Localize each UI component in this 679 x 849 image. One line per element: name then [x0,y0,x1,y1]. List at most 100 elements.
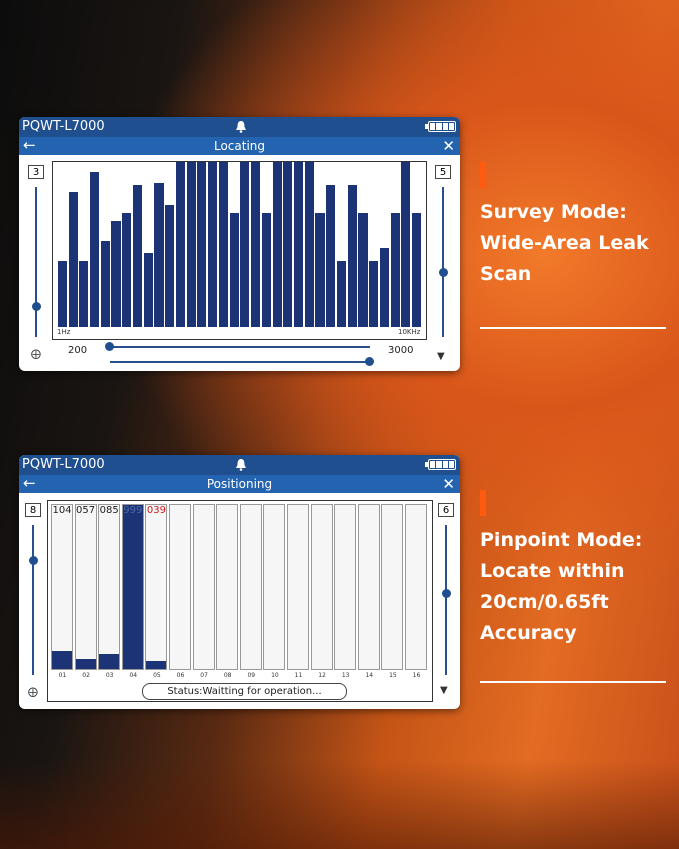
range-low-value: 200 [68,345,88,356]
channel-column-02: 057 [74,504,97,670]
battery-icon [425,121,456,132]
status-text: Status:Waitting for operation... [142,683,347,700]
pinpoint-divider [480,681,666,683]
right-slider-value: 5 [435,165,451,179]
survey-line-3: Scan [480,263,532,285]
spectrum-bar [197,162,207,327]
freq-max-label: 10KHz [398,328,421,336]
spectrum-bar [293,162,304,327]
close-icon[interactable]: ✕ [442,137,455,155]
spectrum-bar [390,213,400,327]
spectrum-bar [100,241,110,327]
spectrum-bar [412,213,422,327]
spectrum-bar [347,185,357,327]
spectrum-bar [283,162,293,327]
background-band [0,760,679,849]
left-slider-knob[interactable] [32,302,41,311]
spectrum-bar [229,213,239,327]
title-bar: ← Positioning ✕ [19,475,460,493]
channel-column-09 [239,504,262,670]
mute-headphone-icon: ▼ [440,685,448,696]
low-range-knob[interactable] [105,342,114,351]
channel-level-bar [99,654,120,669]
spectrum-bar [111,221,121,327]
left-slider-value: 8 [25,503,41,517]
title-bar: ← Locating ✕ [19,137,460,155]
pinpoint-accent-bar [480,490,486,516]
channel-level-bar [75,659,96,669]
channel-label: 04 [129,672,138,679]
spectrum-bar [240,162,250,327]
channel-column-11 [287,504,309,670]
channel-column-13 [334,504,357,670]
channel-label: 03 [105,672,114,679]
freq-min-label: 1Hz [57,328,71,336]
left-slider-knob[interactable] [29,556,38,565]
left-vertical-slider[interactable] [32,525,34,675]
channel-column-03: 085 [98,504,121,670]
channel-column-12 [310,504,333,670]
high-range-slider[interactable] [110,361,372,363]
channel-panel: 104 01 057 02 085 03 999 04 039 05 06 07 08 09 10 11 12 1… [47,500,433,702]
spectrum-bar [304,162,314,327]
range-high-value: 3000 [388,345,414,356]
pinpoint-line-3: 20cm/0.65ft [480,591,609,613]
spectrum-bar [369,261,379,327]
channel-label: 13 [341,672,350,679]
channel-label: 15 [389,672,397,679]
spectrum-bar [272,162,282,327]
channel-label: 11 [294,672,303,679]
spectrum-bar [218,162,228,327]
channel-column-06 [169,504,191,670]
spectrum-bar [326,185,336,327]
survey-line-2: Wide-Area Leak [480,232,649,254]
spectrum-bar [90,171,100,327]
spectrum-bar [154,183,164,327]
channel-value: 057 [76,505,96,516]
spectrum-bar [401,162,411,327]
survey-accent-bar [480,162,486,188]
right-vertical-slider[interactable] [445,525,447,675]
device-name: PQWT-L7000 [22,119,105,134]
spectrum-bar [132,185,143,327]
left-slider-value: 3 [28,165,44,179]
headphone-icon: ▼ [437,351,445,362]
spectrum-bar [122,213,132,327]
spectrum-bar [261,213,271,327]
channel-column-01: 104 [51,504,73,670]
right-slider-knob[interactable] [439,268,448,277]
spectrum-bar [79,261,89,327]
spectrum-bar [57,261,67,327]
channel-column-05: 039 [145,504,168,670]
left-vertical-slider[interactable] [35,187,37,337]
pinpoint-line-4: Accuracy [480,622,577,644]
channel-label: 16 [412,672,421,679]
spectrum-bar [165,204,175,327]
channel-value: 104 [52,505,72,516]
channel-value: 039 [146,505,166,516]
screen-title: Positioning [206,477,273,491]
screen-title: Locating [213,139,266,153]
bell-icon [236,121,246,133]
spectrum-bar [208,162,218,327]
spectrum-bar [143,252,153,327]
right-slider-knob[interactable] [442,589,451,598]
spectrum-bar [251,162,261,327]
spectrum-bar [175,162,185,327]
channel-value: 999 [123,505,143,516]
antenna-icon: ⨁ [31,349,41,360]
channel-label: 02 [82,672,90,679]
spectrum-bar [336,261,347,327]
channel-value: 085 [99,505,119,516]
spectrum-chart [52,161,427,340]
high-range-knob[interactable] [365,357,374,366]
survey-divider [480,327,666,329]
right-vertical-slider[interactable] [442,187,444,337]
pinpoint-line-2: Locate within [480,560,625,582]
close-icon[interactable]: ✕ [442,475,455,493]
back-arrow-icon[interactable]: ← [23,136,36,154]
channel-label: 01 [58,672,67,679]
low-range-slider[interactable] [108,346,370,348]
back-arrow-icon[interactable]: ← [23,474,36,492]
channel-label: 12 [318,672,326,679]
